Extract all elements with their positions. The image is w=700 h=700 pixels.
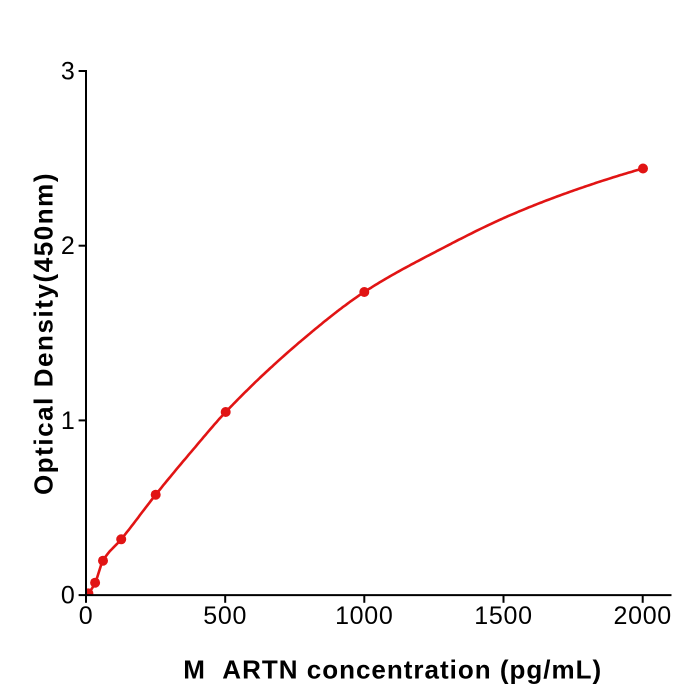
svg-text:1: 1: [61, 407, 76, 435]
svg-text:3: 3: [61, 58, 76, 86]
svg-text:Optical Density(450nm): Optical Density(450nm): [29, 172, 59, 495]
svg-text:1500: 1500: [474, 602, 532, 630]
svg-text:M ARTN concentration (pg/mL): M ARTN concentration (pg/mL): [183, 654, 602, 684]
svg-text:0: 0: [79, 602, 94, 630]
svg-text:2000: 2000: [613, 602, 671, 630]
svg-text:2: 2: [61, 232, 76, 260]
svg-text:0: 0: [61, 582, 76, 610]
svg-text:1000: 1000: [335, 602, 393, 630]
svg-text:500: 500: [203, 602, 247, 630]
